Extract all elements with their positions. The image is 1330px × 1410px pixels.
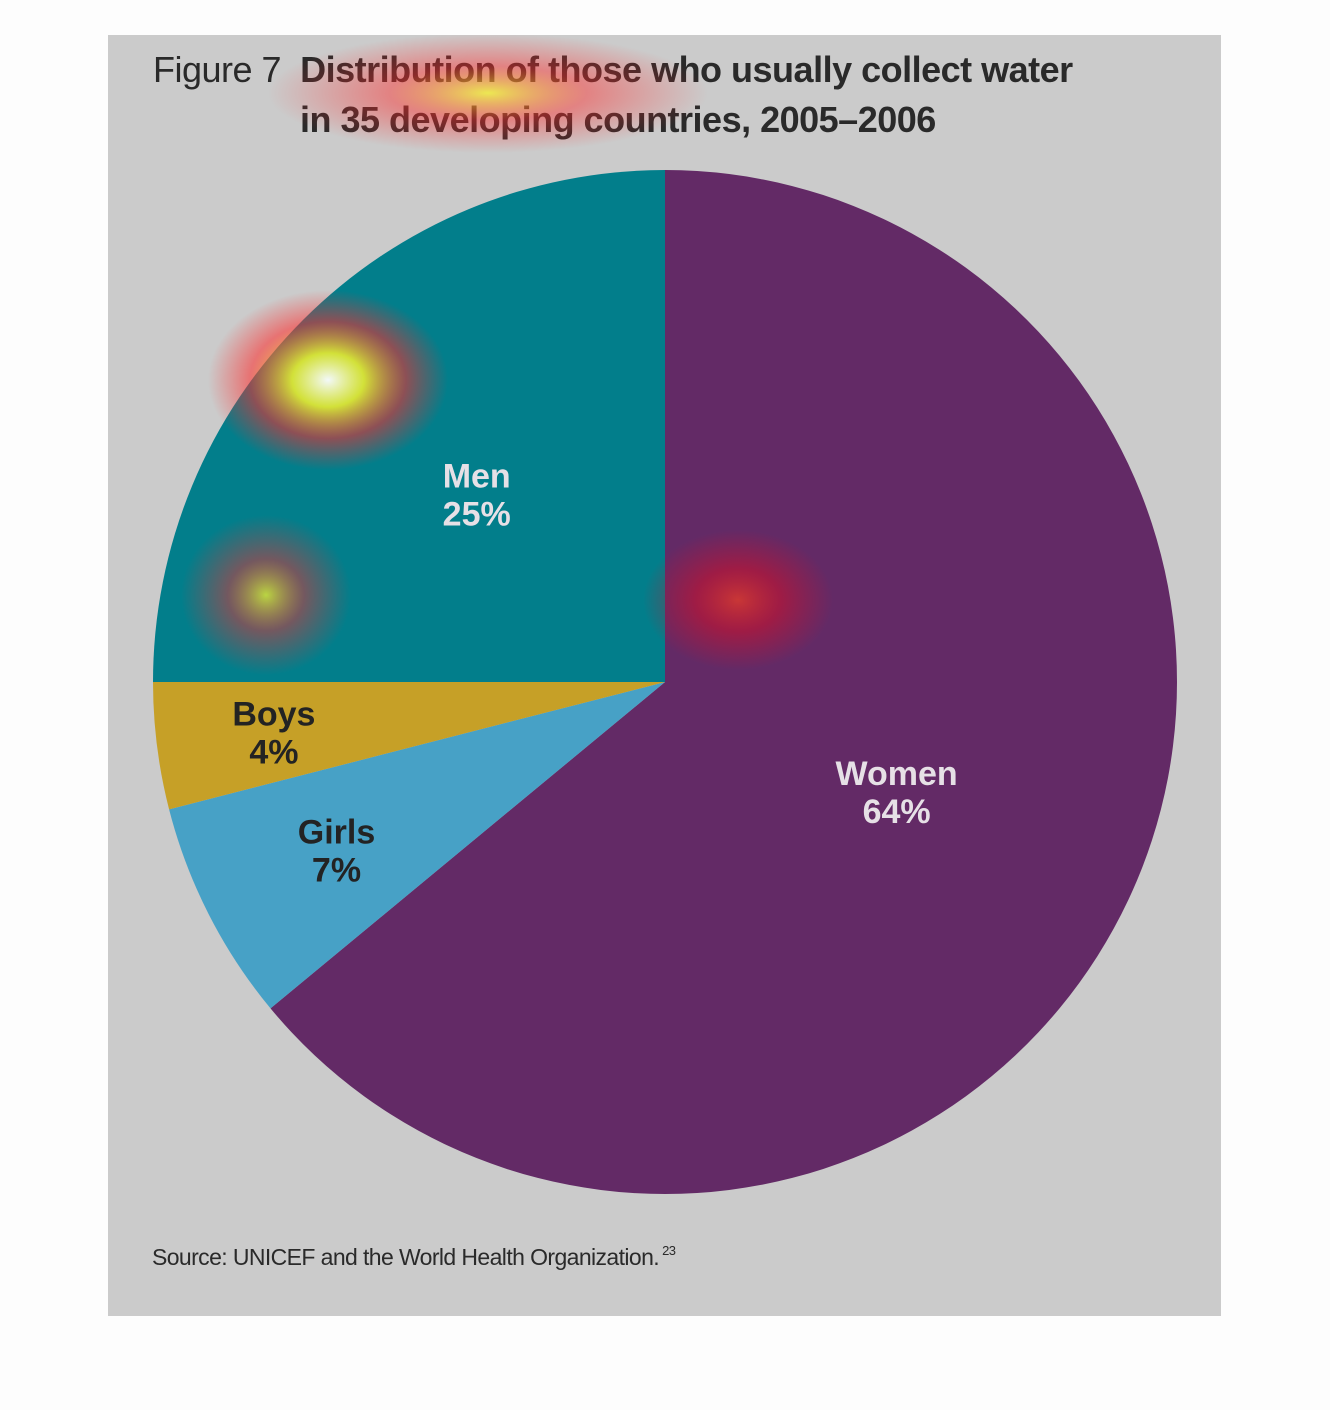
heat-spot-men-lower [181,515,351,675]
slice-value-label-men: 25% [443,496,511,534]
pie-slice-women [270,170,1178,1195]
heatmap-overlay [181,35,833,675]
slice-label-women: Women [836,755,958,793]
slice-value-label-boys: 4% [249,733,298,771]
slice-value-label-women: 64% [863,793,931,831]
heat-spot-title [268,35,708,153]
pie-slice-boys [153,682,665,810]
slice-label-girls: Girls [298,813,375,851]
figure-label: Figure 7 [153,49,282,90]
source-footnote-ref: 23 [662,1243,676,1258]
source-text: Source: UNICEF and the World Health Orga… [152,1244,660,1270]
figure-panel: Figure 7 Distribution of those who usual… [108,35,1221,1316]
slice-label-men: Men [443,458,511,496]
heat-spot-center [643,530,833,670]
pie-slice-girls [169,682,665,1009]
heat-spot-men-upper [208,290,448,470]
slice-label-boys: Boys [232,695,315,733]
source-note: Source: UNICEF and the World Health Orga… [152,1243,676,1271]
slice-value-label-girls: 7% [312,851,361,889]
